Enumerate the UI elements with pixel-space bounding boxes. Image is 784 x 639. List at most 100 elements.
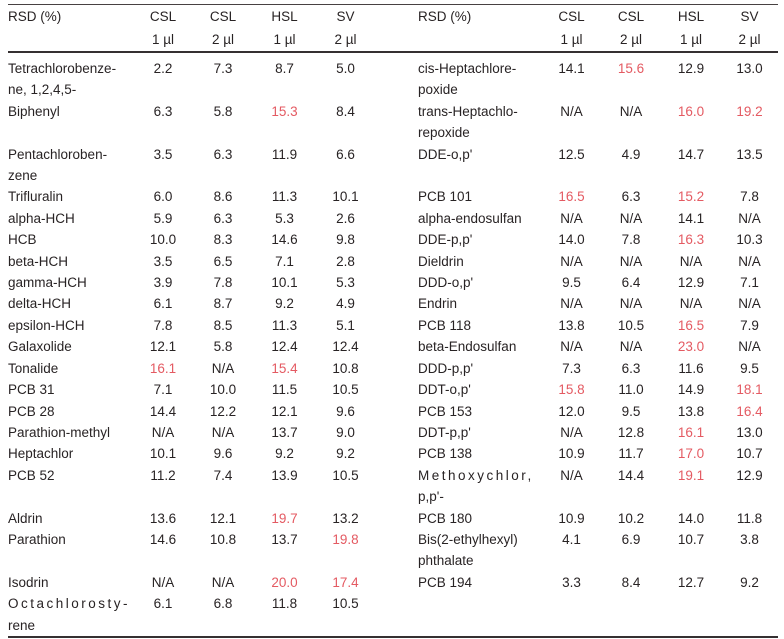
rsd-value: 6.3 <box>621 360 641 376</box>
table-row: Octachlorosty- rene 6.1 6.8 11.8 10.5 <box>8 593 778 637</box>
rsd-value: 12.8 <box>617 424 645 440</box>
table-row: Tetrachlorobenze- ne, 1,2,4,5- 2.2 7.3 8.7 5… <box>8 52 778 101</box>
compound-name: DDT-o,p' <box>418 382 471 398</box>
header-standard-name: HSL <box>271 9 298 24</box>
rsd-value: N/A <box>151 424 175 440</box>
rsd-value: 11.2 <box>150 467 176 483</box>
rsd-value: N/A <box>619 296 643 312</box>
rsd-value: N/A <box>738 210 761 226</box>
rsd-value: 14.0 <box>558 232 585 248</box>
rsd-value: 11.3 <box>271 317 298 333</box>
rsd-value: N/A <box>560 467 583 483</box>
table-row: Trifluralin 6.0 8.6 11.3 10.1 PCB 101 16.5 6.3 1… <box>8 186 778 207</box>
rsd-value: 6.3 <box>213 210 233 226</box>
table-row: PCB 52 11.2 7.4 13.9 10.5 Methoxychlor, p,p'-… <box>8 465 778 508</box>
column-gap <box>376 443 418 464</box>
column-gap <box>376 272 418 293</box>
rsd-value: 16.5 <box>677 317 705 333</box>
rsd-value: N/A <box>560 296 583 312</box>
rsd-value: N/A <box>211 574 235 590</box>
rsd-value: 5.0 <box>336 61 355 76</box>
column-gap <box>376 28 418 52</box>
rsd-value: 8.4 <box>336 103 355 119</box>
compound-name: Tetrachlorobenze- ne, 1,2,4,5- <box>8 61 117 98</box>
rsd-value: 14.6 <box>149 531 177 547</box>
rsd-value: 7.8 <box>213 275 233 291</box>
table-row: delta-HCH 6.1 8.7 9.2 4.9 Endrin N/A N/A N/A N/A <box>8 293 778 314</box>
rsd-value: 3.8 <box>740 531 759 547</box>
rsd-value: 11.9 <box>271 146 298 162</box>
header-standard-name: SV <box>336 9 355 24</box>
rsd-value <box>542 593 601 637</box>
rsd-value: 7.4 <box>213 467 233 483</box>
compound-name: Dieldrin <box>418 253 464 269</box>
compound-name: PCB 31 <box>8 382 55 398</box>
compound-name: PCB 118 <box>418 317 472 333</box>
table-row: Parathion-methyl N/A N/A 13.7 9.0 DDT-p,p' N/A… <box>8 422 778 443</box>
compound-name: DDD-p,p' <box>418 360 474 376</box>
table-row: alpha-HCH 5.9 6.3 5.3 2.6 alpha-endosulfan N/A… <box>8 208 778 229</box>
compound-name: PCB 153 <box>418 403 473 419</box>
compound-name: PCB 194 <box>418 574 473 590</box>
rsd-value: 3.3 <box>562 574 581 590</box>
column-gap <box>376 52 418 101</box>
rsd-value: 9.6 <box>213 446 233 462</box>
rsd-value: 16.3 <box>677 232 705 248</box>
table-row: gamma-HCH 3.9 7.8 10.1 5.3 DDD-o,p' 9.5 6.4 12.9… <box>8 272 778 293</box>
header-volume: 1 µl <box>679 32 703 47</box>
compound-name: PCB 138 <box>418 446 473 462</box>
compound-name: Tonalide <box>8 360 59 376</box>
rsd-value: 12.4 <box>271 339 298 355</box>
table-row: PCB 31 7.1 10.0 11.5 10.5 DDT-o,p' 15.8 11.0 14.… <box>8 379 778 400</box>
rsd-value: 12.9 <box>677 61 705 76</box>
rsd-value: 14.1 <box>677 210 705 226</box>
rsd-value: 14.9 <box>677 382 705 398</box>
column-gap <box>376 293 418 314</box>
column-gap <box>376 101 418 144</box>
rsd-value: 13.5 <box>736 146 763 162</box>
column-gap <box>376 508 418 529</box>
rsd-value: 11.5 <box>271 382 298 398</box>
rsd-value: N/A <box>738 296 761 312</box>
rsd-value: 9.8 <box>336 232 355 248</box>
rsd-value: N/A <box>151 574 175 590</box>
compound-name: Bis(2-ethylhexyl) phthalate <box>418 531 518 569</box>
rsd-value <box>601 593 661 637</box>
column-gap <box>376 208 418 229</box>
table-body: Tetrachlorobenze- ne, 1,2,4,5- 2.2 7.3 8.7 5… <box>8 52 778 637</box>
compound-name: PCB 101 <box>418 189 473 205</box>
rsd-value: 10.9 <box>558 510 585 526</box>
rsd-value: 11.7 <box>618 446 644 462</box>
rsd-value: 7.1 <box>153 382 173 398</box>
rsd-value: 16.1 <box>677 424 705 440</box>
rsd-value: 13.0 <box>736 61 763 76</box>
column-gap <box>376 465 418 508</box>
rsd-value: 12.9 <box>677 275 705 291</box>
compound-name: alpha-endosulfan <box>418 210 522 226</box>
table-row: Galaxolide 12.1 5.8 12.4 12.4 beta-Endosulfan… <box>8 336 778 357</box>
rsd-value: 9.2 <box>275 446 294 462</box>
rsd-value: 6.3 <box>621 189 641 205</box>
column-gap <box>376 379 418 400</box>
column-gap <box>376 336 418 357</box>
rsd-value: N/A <box>211 424 235 440</box>
rsd-value: 5.9 <box>153 210 173 226</box>
rsd-value: N/A <box>619 103 643 119</box>
table-row: Heptachlor 10.1 9.6 9.2 9.2 PCB 138 10.9 11.7 17… <box>8 443 778 464</box>
compound-name: Galaxolide <box>8 339 72 355</box>
rsd-value: 8.7 <box>213 296 233 312</box>
compound-name: PCB 28 <box>8 403 55 419</box>
rsd-value: 17.4 <box>332 574 359 590</box>
header-volume: 1 µl <box>273 32 296 47</box>
rsd-value: 9.2 <box>275 296 294 312</box>
rsd-value: 13.8 <box>677 403 705 419</box>
rsd-value: N/A <box>560 339 583 355</box>
rsd-value: 8.3 <box>213 232 233 248</box>
rsd-value: 3.5 <box>153 146 173 162</box>
rsd-value: 20.0 <box>271 574 298 590</box>
rsd-value: 14.6 <box>271 232 298 248</box>
compound-name: Isodrin <box>8 574 49 590</box>
rsd-value: 11.3 <box>271 189 298 205</box>
compound-name: Aldrin <box>8 510 43 526</box>
table-row: PCB 28 14.4 12.2 12.1 9.6 PCB 153 12.0 9.5 13.8 1… <box>8 401 778 422</box>
